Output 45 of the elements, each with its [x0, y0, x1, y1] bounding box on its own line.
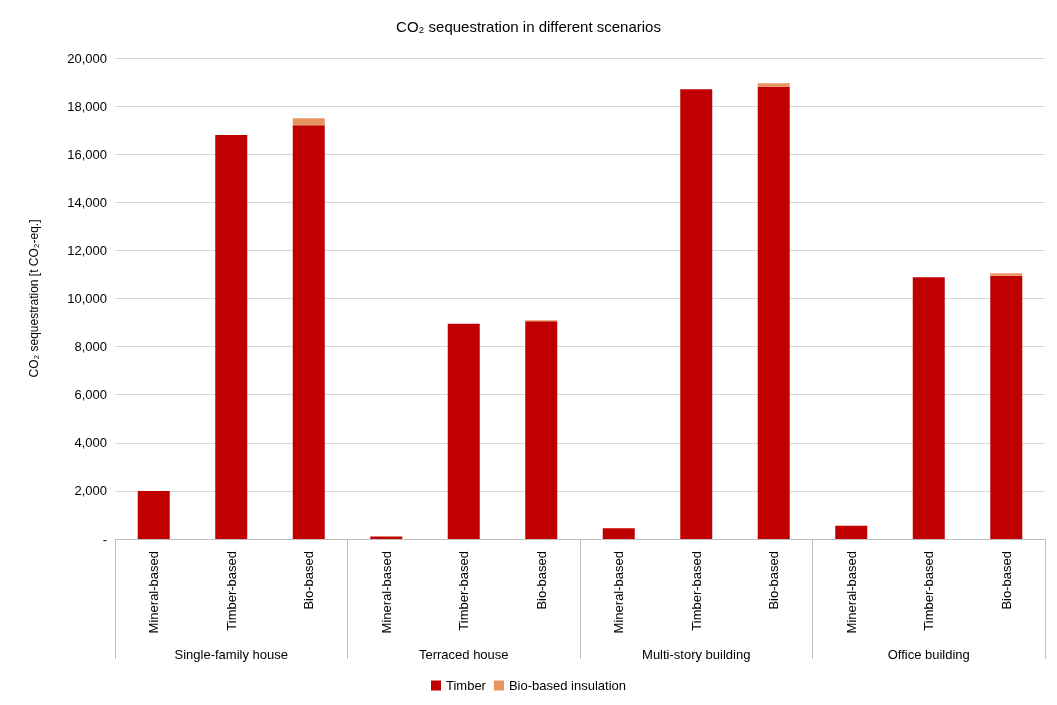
x-tick-label: Bio-based [766, 551, 782, 610]
x-tick-label: Mineral-based [611, 551, 627, 634]
x-tick-label: Timber-based [456, 551, 472, 631]
bar [447, 323, 480, 539]
bar [680, 89, 713, 539]
y-tick-label: 12,000 [67, 242, 107, 258]
x-tick-label: Bio-based [301, 551, 317, 610]
y-tick-label: 4,000 [74, 435, 107, 451]
legend-label: Timber [445, 678, 487, 693]
y-tick-label: 14,000 [67, 194, 107, 210]
y-tick-label: 2,000 [74, 483, 107, 499]
x-tick-label: Timber-based [223, 551, 239, 631]
bar [215, 134, 248, 539]
x-tick-label: Mineral-based [843, 551, 859, 634]
legend-label: Bio-based insulation [508, 678, 627, 693]
y-tick-label: 18,000 [67, 98, 107, 114]
bar [835, 525, 868, 539]
x-tick-label: Mineral-based [378, 551, 394, 634]
text: Single-family house [174, 647, 288, 662]
bar [912, 277, 945, 539]
y-tick-label: 20,000 [67, 50, 107, 66]
y-tick-label: 6,000 [74, 387, 107, 403]
y-axis-title: CO₂ sequestration [t CO₂-eq.] [27, 219, 41, 378]
y-tick-label: 8,000 [74, 339, 107, 355]
text: Multi-story building [642, 647, 751, 662]
y-tick-label: 10,000 [67, 291, 107, 306]
bar [525, 321, 558, 539]
y-tick-label: - [102, 531, 107, 547]
bar [292, 125, 325, 539]
text: Office building [887, 647, 970, 662]
bar [990, 273, 1023, 276]
x-tick-label: Bio-based [533, 551, 549, 610]
bar [292, 118, 325, 126]
bar [602, 528, 635, 539]
x-tick-label: Mineral-based [146, 551, 162, 634]
chart-title: CO₂ sequestration in different scenarios [396, 18, 661, 35]
y-tick-label: 16,000 [67, 146, 107, 162]
bar [137, 490, 170, 539]
bar [757, 86, 790, 539]
x-tick-label: Timber-based [921, 551, 937, 631]
x-tick-label: Bio-based [998, 551, 1014, 610]
x-tick-label: Timber-based [688, 551, 704, 631]
bar [757, 83, 790, 87]
text: Terraced house [418, 647, 509, 662]
bar [990, 275, 1023, 539]
